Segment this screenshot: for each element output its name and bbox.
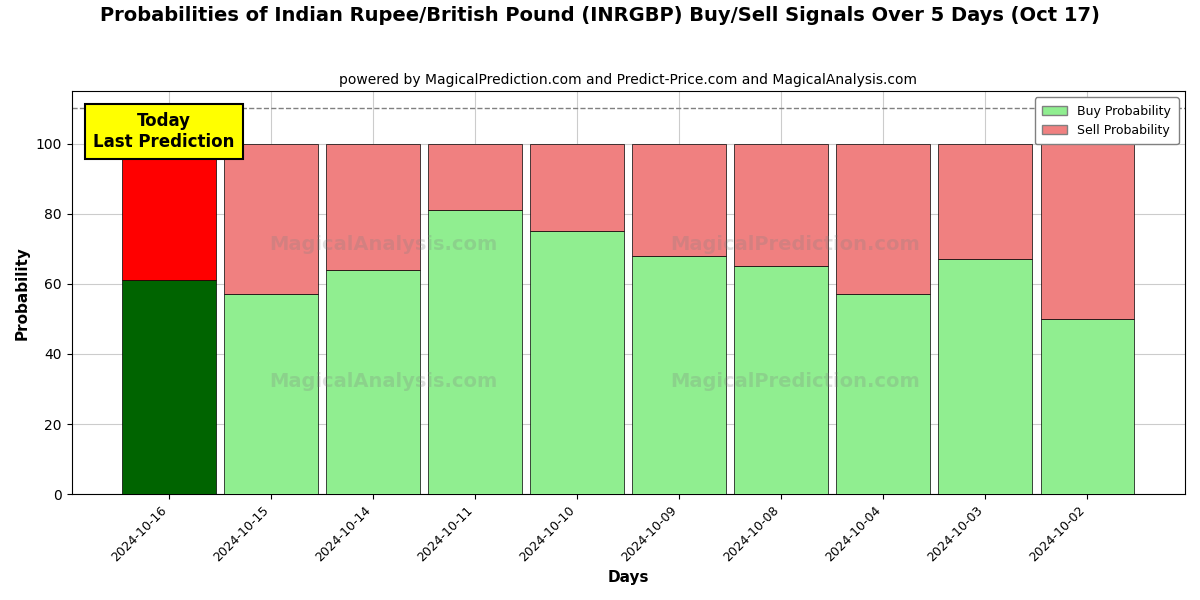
Text: Probabilities of Indian Rupee/British Pound (INRGBP) Buy/Sell Signals Over 5 Day: Probabilities of Indian Rupee/British Po…: [100, 6, 1100, 25]
Bar: [530, 231, 624, 494]
Bar: [836, 295, 930, 494]
Text: Today
Last Prediction: Today Last Prediction: [94, 112, 235, 151]
Bar: [326, 270, 420, 494]
Bar: [836, 143, 930, 295]
Title: powered by MagicalPrediction.com and Predict-Price.com and MagicalAnalysis.com: powered by MagicalPrediction.com and Pre…: [340, 73, 917, 87]
Bar: [122, 280, 216, 494]
Bar: [326, 143, 420, 270]
Bar: [224, 295, 318, 494]
Bar: [734, 266, 828, 494]
Bar: [530, 143, 624, 231]
Text: MagicalPrediction.com: MagicalPrediction.com: [671, 372, 920, 391]
Bar: [632, 256, 726, 494]
Bar: [1040, 319, 1134, 494]
Bar: [938, 259, 1032, 494]
Bar: [1040, 143, 1134, 319]
Y-axis label: Probability: Probability: [16, 245, 30, 340]
Bar: [938, 143, 1032, 259]
Legend: Buy Probability, Sell Probability: Buy Probability, Sell Probability: [1034, 97, 1178, 145]
Bar: [224, 143, 318, 295]
Text: MagicalAnalysis.com: MagicalAnalysis.com: [269, 372, 498, 391]
Text: MagicalAnalysis.com: MagicalAnalysis.com: [269, 235, 498, 254]
Text: MagicalPrediction.com: MagicalPrediction.com: [671, 235, 920, 254]
Bar: [632, 143, 726, 256]
X-axis label: Days: Days: [607, 570, 649, 585]
Bar: [734, 143, 828, 266]
Bar: [122, 143, 216, 280]
Bar: [428, 143, 522, 210]
Bar: [428, 210, 522, 494]
